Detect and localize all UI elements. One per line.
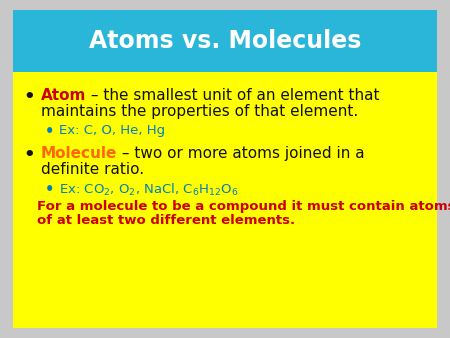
Text: Ex: CO$_2$, O$_2$, NaCl, C$_6$H$_{12}$O$_6$: Ex: CO$_2$, O$_2$, NaCl, C$_6$H$_{12}$O$…	[59, 182, 238, 198]
Text: Atoms vs. Molecules: Atoms vs. Molecules	[89, 29, 361, 53]
Text: •: •	[45, 124, 54, 139]
Text: Ex: C, O, He, Hg: Ex: C, O, He, Hg	[59, 124, 165, 137]
Text: •: •	[45, 182, 54, 197]
Text: For a molecule to be a compound it must contain atoms: For a molecule to be a compound it must …	[37, 200, 450, 213]
Text: Atom: Atom	[41, 88, 86, 103]
FancyBboxPatch shape	[13, 10, 437, 72]
Text: of at least two different elements.: of at least two different elements.	[37, 214, 295, 227]
Text: – the smallest unit of an element that: – the smallest unit of an element that	[86, 88, 380, 103]
Text: – two or more atoms joined in a: – two or more atoms joined in a	[117, 146, 365, 161]
FancyBboxPatch shape	[13, 72, 437, 328]
Text: maintains the properties of that element.: maintains the properties of that element…	[41, 104, 358, 119]
Text: definite ratio.: definite ratio.	[41, 162, 144, 177]
Text: Molecule: Molecule	[41, 146, 117, 161]
Text: •: •	[23, 146, 35, 164]
Text: •: •	[23, 88, 35, 106]
